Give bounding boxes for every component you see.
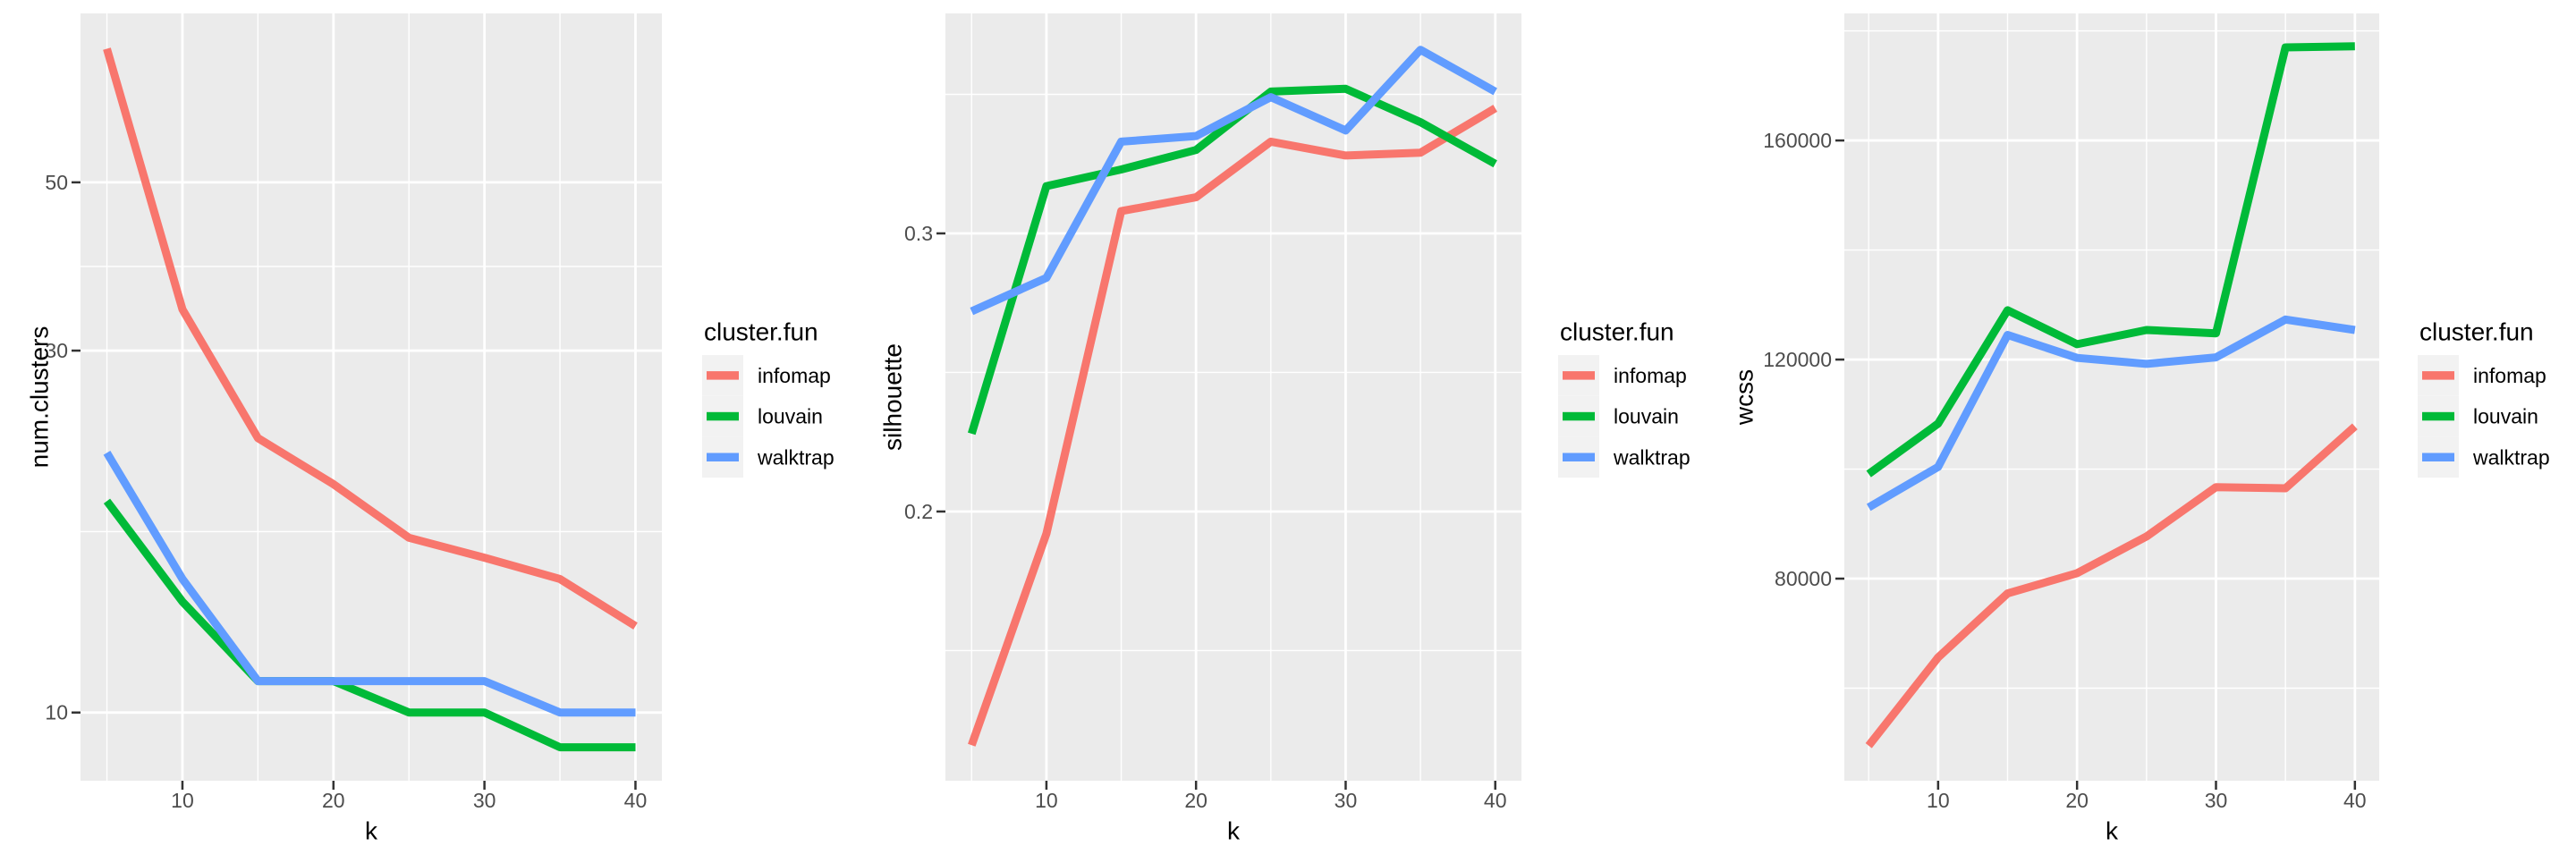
series-line-infomap: [1865, 423, 2358, 749]
series-line-walktrap: [970, 46, 1497, 316]
legend-swatch-louvain: [1563, 411, 1595, 421]
x-tick-label: 10: [1927, 789, 1950, 812]
chart-wcss: 10 20 30 40 80000 120000 160000 k wcss cluster.fu…: [1731, 13, 2550, 845]
legend-swatch-infomap: [707, 371, 739, 380]
legend: cluster.fun infomap louvain walktrap: [702, 318, 835, 478]
x-axis-title: k: [1227, 817, 1241, 845]
series-line-infomap: [103, 47, 638, 630]
x-tick-label: 20: [1184, 789, 1208, 812]
y-tick-label: 10: [45, 701, 68, 724]
x-tick-label: 40: [624, 789, 648, 812]
y-tick-label: 80000: [1775, 567, 1832, 590]
legend-item-label: walktrap: [1613, 445, 1690, 469]
x-tick-label: 20: [322, 789, 345, 812]
legend-item-label: infomap: [758, 364, 831, 387]
y-axis-title: wcss: [1731, 369, 1758, 426]
legend-title: cluster.fun: [1560, 318, 1674, 346]
series-line-louvain: [1866, 42, 2355, 478]
y-tick-label: 120000: [1763, 348, 1832, 371]
panel-background: [945, 13, 1521, 781]
x-axis-title: k: [365, 817, 378, 845]
x-axis-title: k: [2106, 817, 2119, 845]
legend-swatch-walktrap: [2422, 453, 2454, 461]
chart-silhouette: 10 20 30 40 0.2 0.3 k silhouette cluster.fun info…: [879, 13, 1690, 845]
y-axis-title: num.clusters: [26, 326, 54, 469]
legend-item-label: louvain: [1614, 405, 1679, 428]
legend-swatch-infomap: [1563, 371, 1595, 380]
x-tick-label: 20: [2065, 789, 2089, 812]
chart-num-clusters: 10 20 30 40 10 30 50 k num.clusters cluster.fun in…: [26, 13, 835, 845]
y-tick-label: 30: [45, 339, 68, 362]
legend-item-label: louvain: [2473, 405, 2538, 428]
legend-item-label: walktrap: [757, 445, 835, 469]
legend-item-label: infomap: [1614, 364, 1687, 387]
panel-background: [1844, 13, 2379, 781]
legend-item-label: walktrap: [2472, 445, 2550, 469]
legend-item-label: infomap: [2473, 364, 2546, 387]
series-line-walktrap: [1866, 315, 2356, 512]
y-tick-label: 160000: [1763, 129, 1832, 152]
x-tick-label: 30: [2205, 789, 2228, 812]
legend: cluster.fun infomap louvain walktrap: [1558, 318, 1690, 478]
x-tick-label: 10: [171, 789, 194, 812]
x-tick-label: 30: [1335, 789, 1358, 812]
legend-swatch-louvain: [707, 411, 739, 421]
x-tick-label: 10: [1035, 789, 1058, 812]
legend-title: cluster.fun: [2419, 318, 2534, 346]
y-axis-title: silhouette: [879, 343, 907, 451]
y-tick-label: 0.2: [904, 500, 933, 523]
legend-item-label: louvain: [758, 405, 823, 428]
legend-swatch-louvain: [2422, 411, 2454, 421]
x-tick-label: 40: [1484, 789, 1507, 812]
y-tick-label: 0.3: [904, 222, 933, 245]
x-tick-label: 40: [2343, 789, 2367, 812]
series-line-walktrap: [103, 450, 636, 717]
panel-background: [80, 13, 662, 781]
legend-swatch-infomap: [2422, 371, 2454, 380]
legend-title: cluster.fun: [704, 318, 818, 346]
x-tick-label: 30: [473, 789, 496, 812]
y-tick-label: 50: [45, 171, 68, 194]
series-line-louvain: [103, 498, 636, 752]
legend: cluster.fun infomap louvain walktrap: [2418, 318, 2550, 478]
legend-swatch-walktrap: [1563, 453, 1595, 461]
legend-swatch-walktrap: [707, 453, 739, 461]
series-line-infomap: [968, 105, 1498, 747]
